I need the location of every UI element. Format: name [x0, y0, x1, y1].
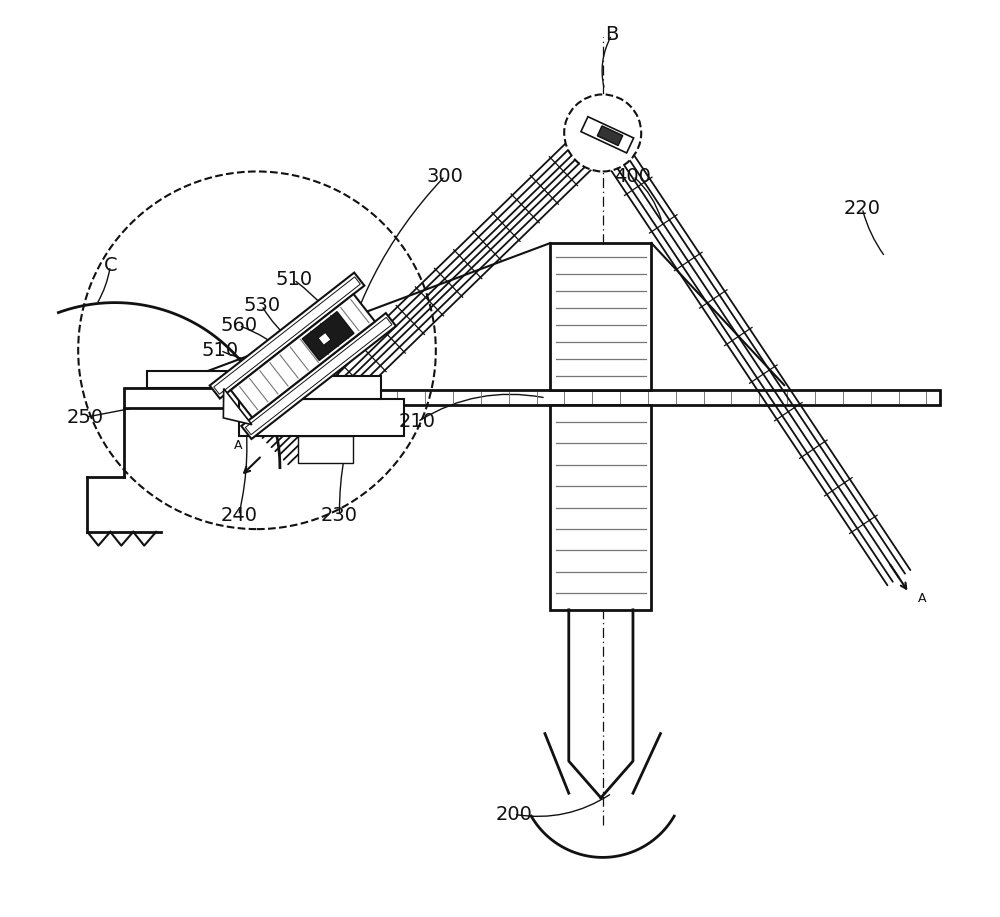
Bar	[550, 243, 651, 390]
Text: 300: 300	[427, 167, 463, 185]
Text: 200: 200	[495, 805, 532, 823]
Bar	[147, 371, 275, 388]
Bar	[124, 388, 307, 408]
Polygon shape	[223, 389, 252, 425]
Bar	[239, 399, 404, 436]
Text: 400: 400	[615, 167, 651, 185]
Bar	[262, 376, 381, 399]
Polygon shape	[241, 313, 396, 439]
Text: B: B	[605, 26, 619, 44]
Polygon shape	[318, 333, 331, 346]
Polygon shape	[231, 294, 375, 417]
Text: 230: 230	[321, 506, 358, 525]
Text: A: A	[234, 439, 243, 452]
Polygon shape	[581, 116, 634, 153]
Text: 240: 240	[220, 506, 257, 525]
Polygon shape	[210, 272, 364, 399]
Text: 510: 510	[202, 341, 239, 359]
Text: 210: 210	[399, 413, 436, 431]
Bar	[298, 436, 353, 463]
Polygon shape	[302, 312, 354, 360]
Text: 250: 250	[67, 408, 104, 426]
Text: A: A	[918, 592, 927, 605]
Bar	[161, 390, 940, 405]
Bar	[550, 405, 651, 610]
Polygon shape	[214, 277, 360, 394]
Polygon shape	[245, 317, 392, 435]
Circle shape	[564, 94, 641, 171]
Text: 530: 530	[243, 296, 280, 315]
Text: C: C	[103, 257, 117, 275]
Text: 510: 510	[275, 271, 312, 289]
Polygon shape	[597, 126, 623, 146]
Text: 560: 560	[220, 316, 257, 335]
Text: 220: 220	[844, 199, 881, 217]
